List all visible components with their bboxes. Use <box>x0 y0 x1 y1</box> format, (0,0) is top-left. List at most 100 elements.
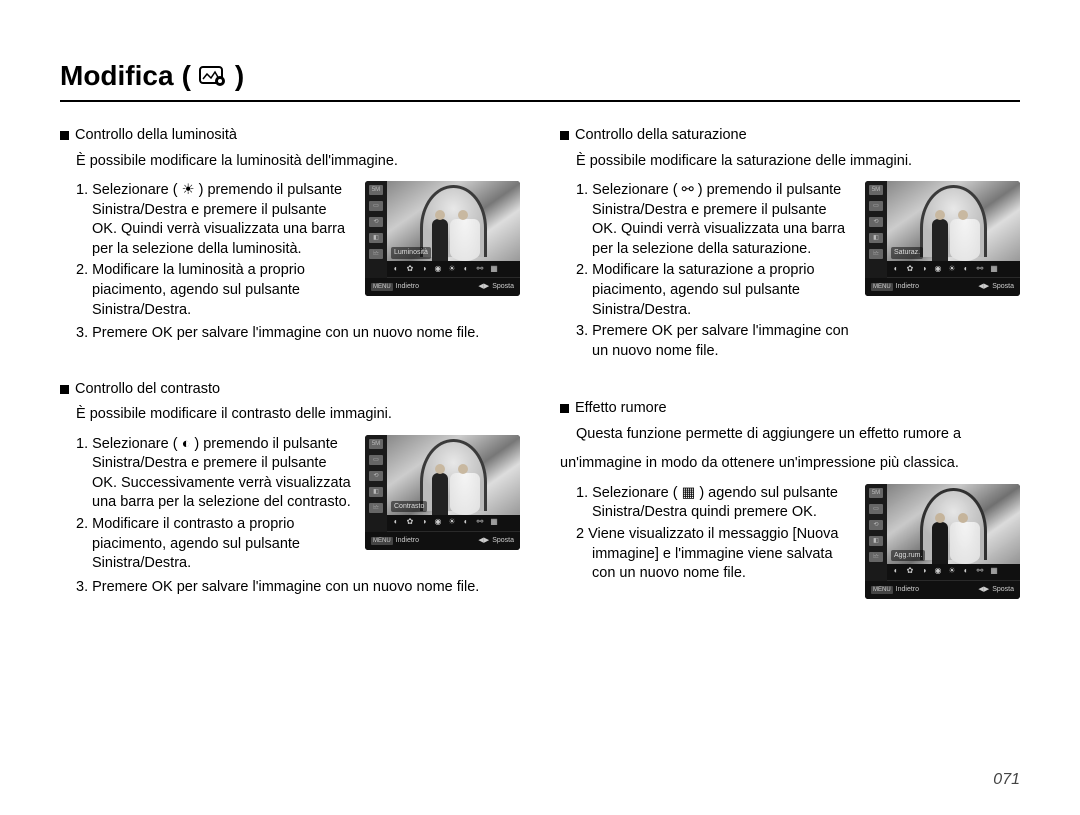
tool-icon: ◉ <box>933 567 943 577</box>
heading-text: Controllo del contrasto <box>75 380 220 400</box>
tool-icon: ◐ <box>891 567 901 577</box>
step-3: 3. Premere OK per salvare l'immagine con… <box>76 578 520 598</box>
move-label: Sposta <box>492 536 514 545</box>
steps: 1. Selezionare ( ◐ ) premendo il pulsant… <box>60 435 353 576</box>
edit-gear-icon <box>199 65 227 87</box>
menu-badge: MENU <box>371 283 393 291</box>
tool-icon: ◐ <box>961 264 971 274</box>
size-icon: 5M <box>869 488 883 498</box>
thumbnail-brightness: 5M ▭ ⟲ ◧ 🗠 Luminosità <box>365 181 520 296</box>
move-label: Sposta <box>492 282 514 291</box>
tool-icon: ◐ <box>461 264 471 274</box>
size-icon: 5M <box>369 185 383 195</box>
menu-badge: MENU <box>371 537 393 545</box>
move-label: Sposta <box>992 585 1014 594</box>
move-label: Sposta <box>992 282 1014 291</box>
bullet-icon <box>60 131 69 140</box>
title-parens-close: ) <box>235 60 244 92</box>
bullet-icon <box>560 404 569 413</box>
tool-icon: ◐ <box>961 567 971 577</box>
step-1: 1. Selezionare ( ⚯ ) premendo il pulsant… <box>576 181 853 259</box>
section-desc: È possibile modificare il contrasto dell… <box>76 405 520 425</box>
step-2: 2 Viene visualizzato il messaggio [Nuova… <box>576 525 853 584</box>
heading-text: Controllo della saturazione <box>575 126 747 146</box>
rotate-icon: ⟲ <box>369 217 383 227</box>
adjust-icon: 🗠 <box>869 552 883 562</box>
steps: 1. Selezionare ( ⚯ ) premendo il pulsant… <box>560 181 853 363</box>
thumbnail-contrast: 5M ▭ ⟲ ◧ 🗠 Contrasto <box>365 435 520 550</box>
tool-icon: ◑ <box>919 567 929 577</box>
tool-icon: ✿ <box>405 518 415 528</box>
arrows-icon: ◀▶ <box>478 536 489 545</box>
content-columns: Controllo della luminosità È possibile m… <box>60 126 1020 635</box>
section-heading: Controllo della luminosità <box>60 126 520 146</box>
back-label: Indietro <box>396 282 419 291</box>
palette-icon: ◧ <box>369 233 383 243</box>
arrows-icon: ◀▶ <box>478 282 489 291</box>
step-1: 1. Selezionare ( ▦ ) agendo sul pulsante… <box>576 484 853 523</box>
tool-icon: ◉ <box>933 264 943 274</box>
tool-icon: ◐ <box>391 518 401 528</box>
tool-icon: ☀ <box>947 567 957 577</box>
tool-icon: ◐ <box>391 264 401 274</box>
menu-badge: MENU <box>871 283 893 291</box>
section-contrast: Controllo del contrasto È possibile modi… <box>60 380 520 598</box>
tool-icon: ◐ <box>891 264 901 274</box>
step-1: 1. Selezionare ( ◐ ) premendo il pulsant… <box>76 435 353 513</box>
tool-icon: ◑ <box>919 264 929 274</box>
arrows-icon: ◀▶ <box>978 282 989 291</box>
tool-icon: ⚯ <box>475 518 485 528</box>
step-2: 2. Modificare il contrasto a proprio pia… <box>76 515 353 574</box>
bullet-icon <box>60 385 69 394</box>
step-3: 3. Premere OK per salvare l'immagine con… <box>76 324 520 344</box>
section-heading: Controllo del contrasto <box>60 380 520 400</box>
heading-text: Controllo della luminosità <box>75 126 237 146</box>
thumbnail-noise: 5M ▭ ⟲ ◧ 🗠 Agg.rum. <box>865 484 1020 599</box>
tool-icon: ⚯ <box>975 264 985 274</box>
step-2: 2. Modificare la saturazione a proprio p… <box>576 261 853 320</box>
menu-badge: MENU <box>871 586 893 594</box>
heading-text: Effetto rumore <box>575 399 667 419</box>
size-icon: 5M <box>869 185 883 195</box>
section-desc-1: Questa funzione permette di aggiungere u… <box>576 425 1020 445</box>
rotate-icon: ⟲ <box>369 471 383 481</box>
adjust-icon: 🗠 <box>369 249 383 259</box>
section-heading: Effetto rumore <box>560 399 1020 419</box>
bullet-icon <box>560 131 569 140</box>
palette-icon: ◧ <box>869 233 883 243</box>
ratio-icon: ▭ <box>869 201 883 211</box>
arrows-icon: ◀▶ <box>978 585 989 594</box>
tool-icon: ▦ <box>989 567 999 577</box>
right-column: Controllo della saturazione È possibile … <box>560 126 1020 635</box>
step-2: 2. Modificare la luminosità a proprio pi… <box>76 261 353 320</box>
back-label: Indietro <box>896 282 919 291</box>
ratio-icon: ▭ <box>369 201 383 211</box>
tool-icon: ☀ <box>447 518 457 528</box>
tool-icon: ▦ <box>989 264 999 274</box>
tool-icon: ▦ <box>489 518 499 528</box>
tool-icon: ◉ <box>433 518 443 528</box>
size-icon: 5M <box>369 439 383 449</box>
palette-icon: ◧ <box>369 487 383 497</box>
adjust-icon: 🗠 <box>369 503 383 513</box>
ratio-icon: ▭ <box>369 455 383 465</box>
steps: 1. Selezionare ( ▦ ) agendo sul pulsante… <box>560 484 853 586</box>
steps: 1. Selezionare ( ☀ ) premendo il pulsant… <box>60 181 353 322</box>
tool-icon: ⚯ <box>975 567 985 577</box>
tool-icon: ☀ <box>947 264 957 274</box>
section-brightness: Controllo della luminosità È possibile m… <box>60 126 520 344</box>
page-number: 071 <box>993 771 1020 789</box>
section-noise: Effetto rumore Questa funzione permette … <box>560 399 1020 599</box>
step-3: 3. Premere OK per salvare l'immagine con… <box>576 322 853 361</box>
rotate-icon: ⟲ <box>869 217 883 227</box>
rotate-icon: ⟲ <box>869 520 883 530</box>
adjust-icon: 🗠 <box>869 249 883 259</box>
section-desc: È possibile modificare la saturazione de… <box>576 152 1020 172</box>
back-label: Indietro <box>396 536 419 545</box>
tool-icon: ✿ <box>405 264 415 274</box>
tool-icon: ◑ <box>419 518 429 528</box>
step-1: 1. Selezionare ( ☀ ) premendo il pulsant… <box>76 181 353 259</box>
overlay-label: Saturaz. <box>891 247 923 258</box>
overlay-label: Agg.rum. <box>891 550 925 561</box>
overlay-label: Contrasto <box>391 501 427 512</box>
